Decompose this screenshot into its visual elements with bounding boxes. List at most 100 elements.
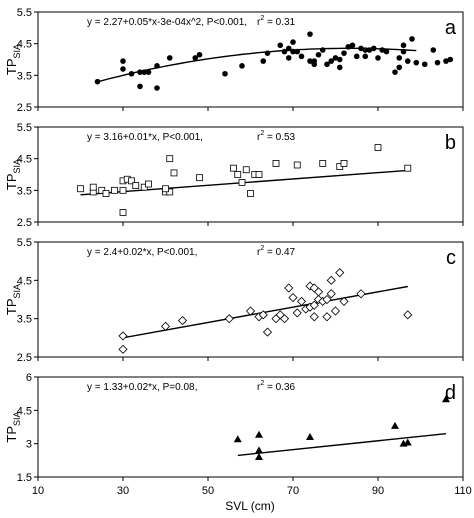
data-point [319, 160, 327, 167]
data-point [177, 316, 188, 326]
data-point [319, 47, 326, 53]
r-squared-label: r2 = 0.53 [257, 130, 296, 143]
y-tick-label: 5.5 [17, 7, 32, 19]
panel-d: 1.5 3 4.5 6 10 30 50 70 90 110 TPSIA y = 1.33+0.02*… [4, 372, 472, 497]
y-axis-label: TPSIA [4, 159, 22, 190]
data-point [400, 42, 407, 49]
data-point [162, 185, 169, 193]
data-point [330, 306, 341, 316]
data-point [285, 55, 292, 61]
data-point [362, 53, 369, 60]
data-point [128, 70, 135, 77]
data-point [224, 314, 234, 324]
data-point [262, 327, 273, 337]
data-point [315, 51, 322, 58]
y-tick-label: 3 [26, 439, 32, 451]
data-point [255, 446, 263, 454]
r-squared-label: r2 = 0.47 [257, 245, 296, 258]
y-tick-label: 2.5 [17, 352, 32, 364]
data-point [196, 51, 203, 58]
data-point [118, 331, 128, 341]
data-point [324, 61, 330, 68]
data-point [447, 56, 454, 63]
data-point [120, 66, 126, 72]
data-point [322, 312, 332, 322]
data-point [277, 42, 284, 49]
data-point [293, 161, 301, 169]
data-point [132, 182, 140, 189]
data-point [154, 63, 160, 69]
data-point [255, 430, 263, 438]
y-axis-label: TPSIA [4, 411, 22, 442]
data-point [443, 58, 449, 64]
data-point [349, 42, 356, 49]
data-point [306, 433, 314, 440]
y-tick-label: 2.5 [17, 102, 32, 114]
data-point [292, 308, 302, 318]
data-point [332, 55, 339, 61]
data-point [409, 36, 415, 42]
data-point [247, 190, 254, 197]
y-tick-label: 3.5 [17, 314, 32, 326]
data-point [239, 63, 245, 69]
data-point [309, 300, 319, 310]
data-point [290, 39, 296, 45]
data-point [196, 174, 203, 182]
data-point [421, 61, 428, 68]
regression-equation: y = 2.27+0.05*x-3e-04x^2, P<0.001, [87, 17, 247, 28]
x-tick-label: 70 [287, 485, 299, 497]
data-point [119, 186, 127, 194]
y-tick-label: 4.5 [17, 275, 32, 287]
data-point [328, 58, 335, 64]
data-point [370, 45, 377, 52]
data-point [230, 164, 237, 172]
data-point [222, 70, 228, 77]
panel-a: 2.5 3.5 4.5 5.5 TPSIA y = 2.27+0.05*x-3e-04x^… [4, 7, 464, 114]
data-point [366, 47, 373, 53]
plot-frame [37, 11, 464, 108]
data-point [404, 164, 412, 172]
data-point [120, 58, 126, 64]
x-tick-label: 50 [202, 485, 214, 497]
data-point [285, 45, 292, 52]
x-axis-label: SVL (cm) [225, 499, 275, 513]
data-point [170, 169, 178, 177]
data-point [298, 53, 305, 60]
data-point [336, 64, 343, 71]
data-point [290, 48, 296, 55]
data-point [313, 287, 324, 297]
data-point [309, 312, 319, 322]
data-point [339, 296, 349, 306]
data-point [128, 177, 135, 185]
data-point [279, 314, 290, 324]
data-point [341, 50, 347, 56]
y-tick-label: 5.5 [17, 237, 32, 249]
y-tick-label: 4.5 [17, 154, 32, 166]
y-tick-label: 3.5 [17, 70, 32, 82]
data-point [391, 421, 399, 429]
data-point [233, 435, 242, 443]
data-point [340, 160, 348, 167]
y-tick-label: 3.5 [17, 185, 32, 197]
y-axis-label: TPSIA [4, 44, 22, 75]
panel-c: 2.5 3.5 4.5 5.5 TPSIA y = 2.4+0.02*x, P<0.001… [4, 237, 464, 364]
data-point [294, 48, 301, 55]
data-point [396, 64, 403, 71]
panel-letter: a [445, 17, 457, 39]
data-point [258, 310, 268, 320]
data-point [284, 283, 294, 293]
data-point [94, 78, 101, 85]
fit-line [97, 47, 417, 83]
panel-letter: c [446, 247, 456, 269]
r-squared-label: r2 = 0.36 [257, 380, 296, 393]
data-point [362, 47, 369, 53]
data-point [166, 55, 173, 61]
data-point [234, 171, 242, 178]
y-axis-label: TPSIA [4, 284, 22, 315]
data-point [145, 180, 152, 188]
data-point [403, 310, 413, 320]
data-point [296, 296, 307, 306]
y-tick-label: 4.5 [17, 39, 32, 51]
data-point [307, 58, 313, 64]
